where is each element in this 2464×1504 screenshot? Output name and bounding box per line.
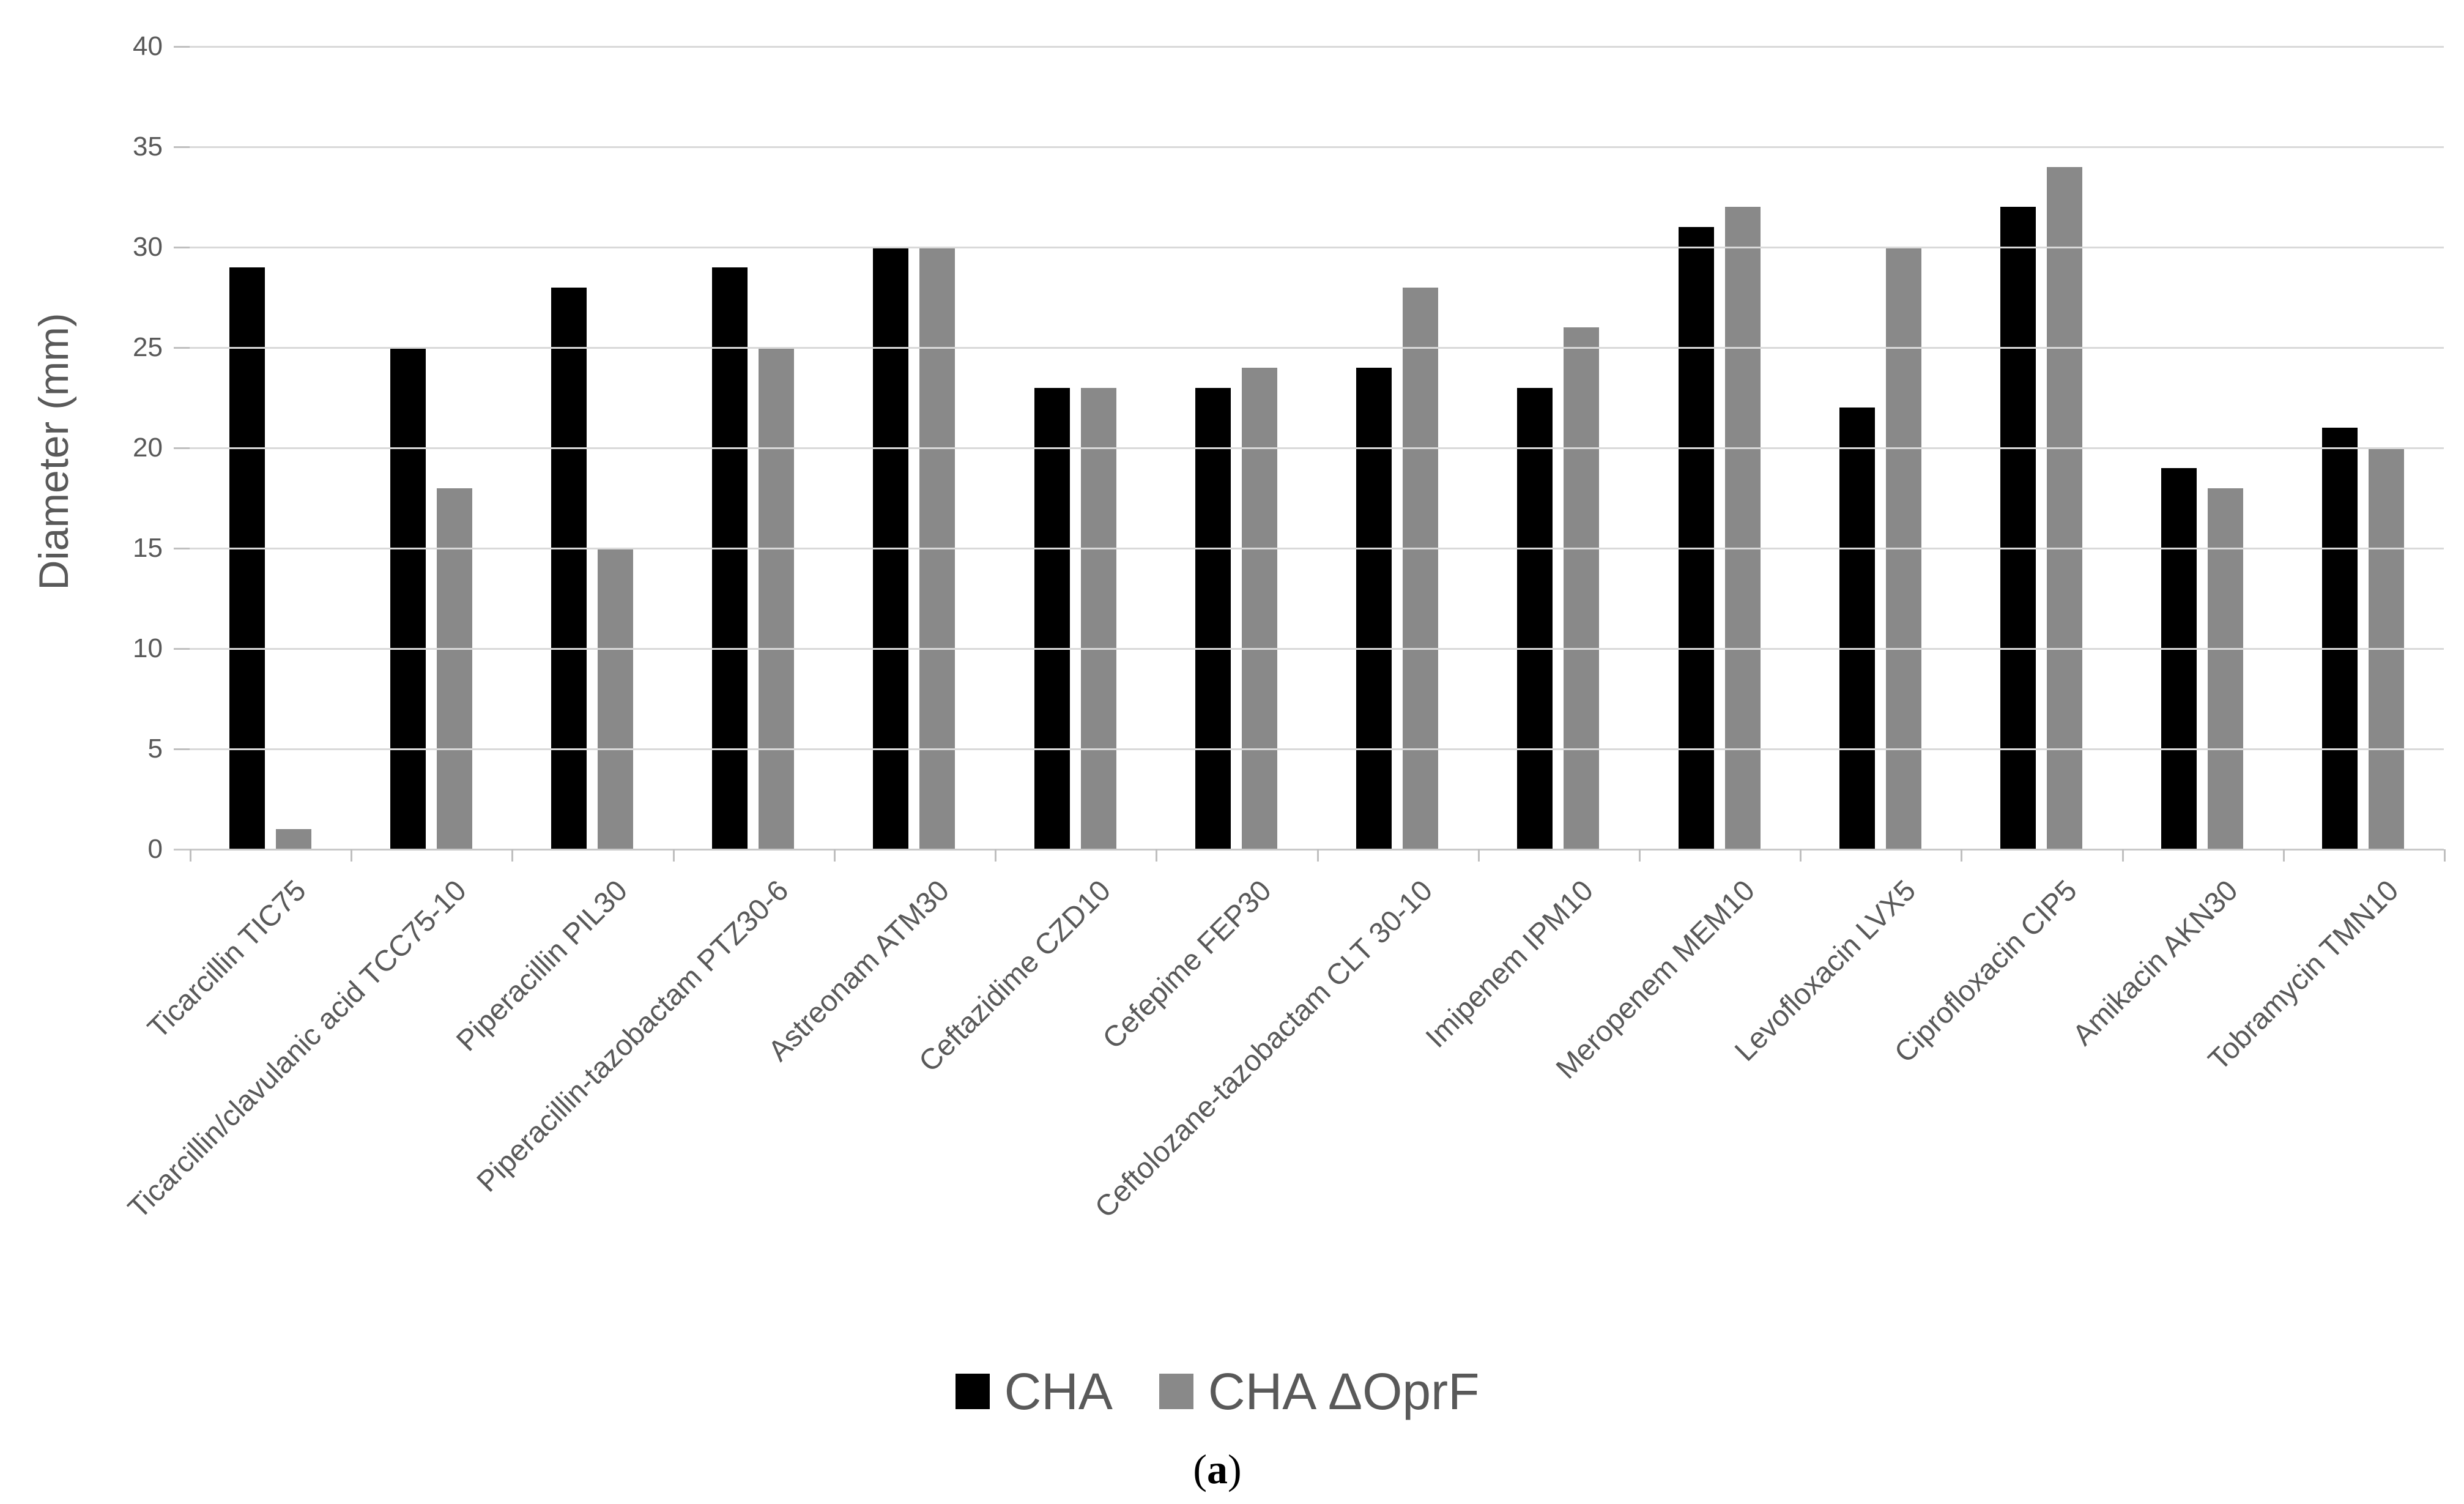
gridline-10 bbox=[190, 648, 2444, 650]
bar-cha-9 bbox=[1679, 227, 1714, 849]
bar-cha-doprf-9 bbox=[1725, 207, 1761, 849]
bar-cha-7 bbox=[1356, 368, 1392, 849]
bar-cha-doprf-7 bbox=[1403, 288, 1438, 849]
y-tick-mark-15 bbox=[174, 548, 190, 549]
gridline-20 bbox=[190, 447, 2444, 449]
bar-cha-doprf-11 bbox=[2047, 167, 2082, 849]
gridline-5 bbox=[190, 748, 2444, 750]
y-tick-mark-20 bbox=[174, 447, 190, 449]
bar-cha-3 bbox=[712, 267, 748, 849]
y-tick-mark-25 bbox=[174, 347, 190, 349]
x-category-label-12: Amikacin AKN30 bbox=[2066, 874, 2244, 1052]
y-tick-mark-40 bbox=[174, 46, 190, 48]
gridline-35 bbox=[190, 146, 2444, 148]
x-tick-mark-0 bbox=[190, 849, 191, 862]
bar-cha-doprf-5 bbox=[1081, 388, 1116, 849]
figure-caption: (a) bbox=[0, 1445, 2435, 1494]
caption-paren-close: ) bbox=[1228, 1446, 1242, 1492]
legend-label-cha: CHA bbox=[1004, 1363, 1113, 1420]
y-tick-label-10: 10 bbox=[133, 633, 163, 663]
y-tick-label-15: 15 bbox=[133, 533, 163, 563]
x-tick-mark-3 bbox=[673, 849, 675, 862]
caption-paren-open: ( bbox=[1193, 1446, 1207, 1492]
x-tick-mark-11 bbox=[1961, 849, 1962, 862]
bar-cha-doprf-1 bbox=[437, 488, 472, 849]
y-tick-label-35: 35 bbox=[133, 132, 163, 162]
bar-cha-doprf-2 bbox=[598, 548, 633, 849]
caption-letter: a bbox=[1207, 1446, 1228, 1492]
y-tick-mark-5 bbox=[174, 748, 190, 750]
gridline-30 bbox=[190, 247, 2444, 248]
legend-item-cha: CHA bbox=[955, 1363, 1113, 1420]
bar-cha-doprf-3 bbox=[759, 348, 794, 849]
x-category-label-0: Ticarcillin TIC75 bbox=[141, 874, 313, 1045]
x-tick-mark-12 bbox=[2122, 849, 2124, 862]
x-category-label-1: Ticarcillin/clavulanic acid TCC75-10 bbox=[122, 874, 473, 1225]
y-tick-label-5: 5 bbox=[147, 734, 163, 764]
legend-label-cha-doprf: CHA ΔOprF bbox=[1208, 1363, 1480, 1420]
x-tick-mark-6 bbox=[1156, 849, 1157, 862]
bar-cha-doprf-0 bbox=[276, 829, 311, 849]
x-tick-mark-2 bbox=[511, 849, 513, 862]
x-category-label-8: Imipenem IPM10 bbox=[1420, 874, 1600, 1054]
bar-cha-8 bbox=[1517, 388, 1553, 849]
bar-cha-doprf-12 bbox=[2208, 488, 2243, 849]
x-tick-mark-7 bbox=[1317, 849, 1319, 862]
x-category-label-7: Ceftolozane-tazobactam CLT 30-10 bbox=[1089, 874, 1439, 1224]
cha-doprf-legend-swatch bbox=[1159, 1374, 1193, 1409]
x-category-label-6: Cefepime FEP30 bbox=[1097, 874, 1278, 1055]
x-tick-mark-1 bbox=[351, 849, 352, 862]
gridline-25 bbox=[190, 347, 2444, 349]
y-tick-mark-35 bbox=[174, 146, 190, 148]
bar-cha-11 bbox=[2000, 207, 2036, 849]
y-tick-label-20: 20 bbox=[133, 433, 163, 463]
gridline-40 bbox=[190, 46, 2444, 48]
y-tick-label-25: 25 bbox=[133, 332, 163, 362]
x-tick-mark-9 bbox=[1639, 849, 1641, 862]
bar-cha-10 bbox=[1839, 408, 1875, 849]
bar-cha-1 bbox=[390, 348, 426, 849]
y-tick-label-40: 40 bbox=[133, 31, 163, 61]
bar-cha-6 bbox=[1195, 388, 1231, 849]
bar-cha-2 bbox=[551, 288, 587, 849]
bar-cha-doprf-6 bbox=[1242, 368, 1277, 849]
x-category-label-2: Piperacillin PIL30 bbox=[450, 874, 634, 1058]
x-tick-mark-4 bbox=[834, 849, 836, 862]
x-axis-line bbox=[174, 849, 2444, 851]
bar-cha-doprf-8 bbox=[1564, 327, 1599, 849]
x-tick-mark-5 bbox=[995, 849, 996, 862]
bar-cha-13 bbox=[2322, 428, 2358, 849]
y-tick-mark-10 bbox=[174, 648, 190, 650]
y-tick-mark-30 bbox=[174, 247, 190, 248]
y-tick-label-0: 0 bbox=[147, 834, 163, 864]
bar-cha-5 bbox=[1034, 388, 1070, 849]
y-tick-label-30: 30 bbox=[133, 232, 163, 262]
legend-item-cha-doprf: CHA ΔOprF bbox=[1159, 1363, 1480, 1420]
x-category-label-3: Piperacillin-tazobactam PTZ30-6 bbox=[470, 874, 795, 1199]
x-tick-mark-13 bbox=[2283, 849, 2285, 862]
gridline-15 bbox=[190, 548, 2444, 549]
legend: CHA CHA ΔOprF bbox=[0, 1366, 2435, 1417]
x-tick-mark-end bbox=[2444, 849, 2446, 862]
bar-cha-0 bbox=[229, 267, 265, 849]
x-tick-mark-8 bbox=[1478, 849, 1480, 862]
cha-legend-swatch bbox=[955, 1374, 990, 1409]
x-tick-mark-10 bbox=[1800, 849, 1802, 862]
bar-cha-12 bbox=[2161, 468, 2197, 849]
